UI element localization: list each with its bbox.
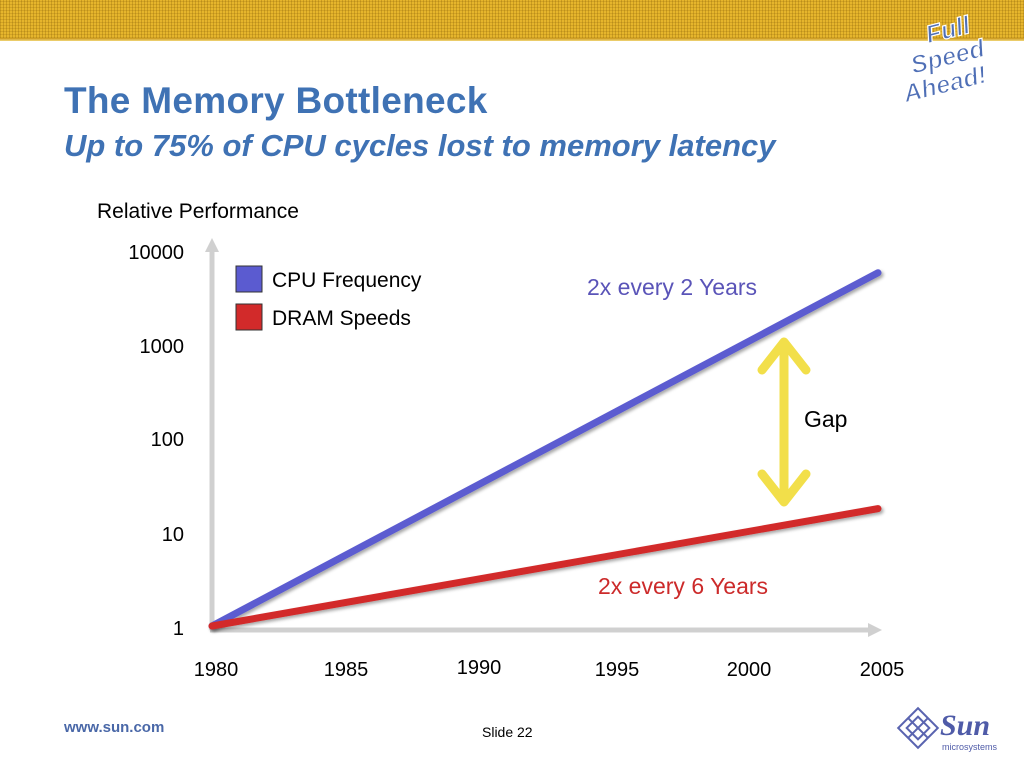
header-band-edge — [0, 38, 1024, 41]
y-axis-label: Relative Performance — [97, 200, 299, 223]
annotation-gap: Gap — [804, 406, 847, 432]
annotations: 2x every 2 Years 2x every 6 Years Gap — [587, 274, 847, 599]
page-subtitle: Up to 75% of CPU cycles lost to memory l… — [64, 128, 776, 163]
y-tick-label: 100 — [151, 429, 184, 451]
logo-subtext: microsystems — [942, 742, 998, 752]
full-speed-ahead-badge: Full Speed Ahead! — [899, 10, 990, 104]
series-lines — [208, 269, 882, 630]
legend: CPU Frequency DRAM Speeds — [235, 265, 422, 331]
legend-label-dram: DRAM Speeds — [272, 307, 411, 330]
header-band — [0, 0, 1024, 38]
cpu-frequency-line — [208, 269, 882, 630]
tick-labels: 10000 1000 100 10 1 1980 1985 1990 1995 2000 2005 — [128, 242, 904, 681]
footer-url[interactable]: www.sun.com — [64, 719, 165, 736]
legend-swatch-cpu — [235, 265, 263, 293]
y-tick-label: 1 — [173, 618, 184, 640]
x-tick-label: 1990 — [457, 657, 502, 679]
x-tick-label: 1995 — [595, 659, 640, 681]
x-axis-arrowhead — [868, 623, 882, 637]
x-tick-label: 2005 — [860, 659, 905, 681]
gap-marker — [757, 337, 811, 507]
y-tick-label: 10000 — [128, 242, 184, 264]
y-axis-arrowhead — [205, 238, 219, 252]
x-tick-label: 1985 — [324, 659, 369, 681]
legend-swatch-dram — [235, 303, 263, 331]
y-tick-label: 1000 — [140, 336, 185, 358]
y-tick-label: 10 — [162, 524, 184, 546]
gap-arrow-head-down — [757, 469, 811, 507]
gap-arrow-head-up — [757, 337, 811, 375]
logo-text: Sun — [940, 709, 990, 742]
legend-label-cpu: CPU Frequency — [272, 269, 422, 292]
annotation-cpu-rate: 2x every 2 Years — [587, 274, 757, 300]
dram-speeds-line — [208, 505, 882, 630]
page-title: The Memory Bottleneck — [64, 80, 488, 121]
annotation-dram-rate: 2x every 6 Years — [598, 573, 768, 599]
slide-number: Slide 22 — [482, 724, 533, 740]
x-tick-label: 1980 — [194, 659, 239, 681]
axes — [205, 238, 882, 637]
sun-logo: Sun microsystems — [896, 706, 998, 752]
x-tick-label: 2000 — [727, 659, 772, 681]
